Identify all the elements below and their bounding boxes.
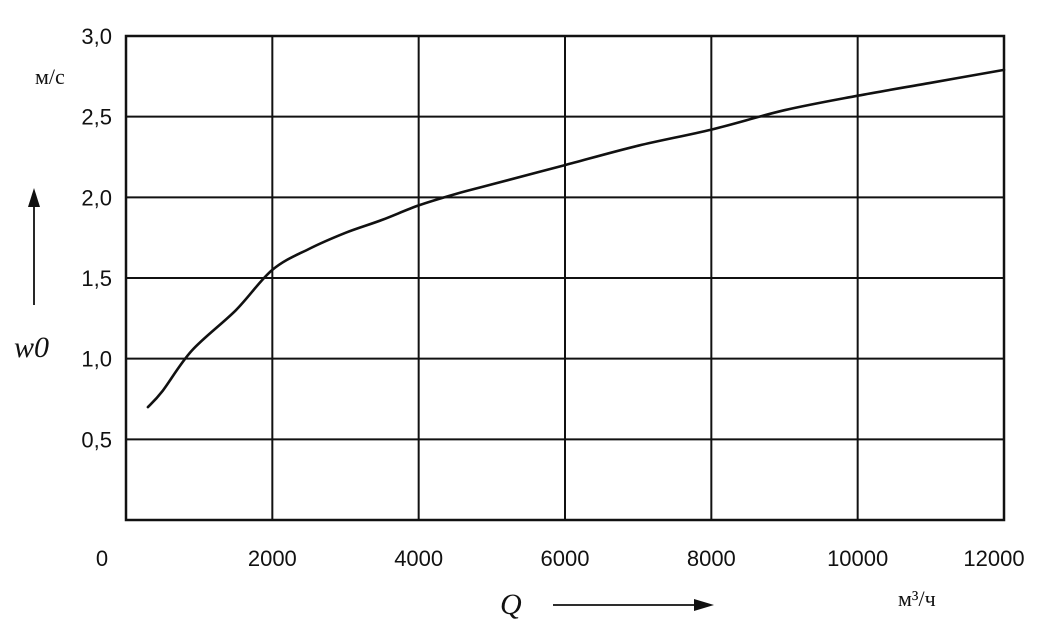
y-axis-arrow [28, 188, 40, 305]
x-axis-label: Q [500, 588, 522, 621]
series-layer [146, 68, 1006, 409]
x-tick-label: 12000 [963, 546, 1024, 571]
y-tick-labels: 0,5 1,0 1,5 2,0 2,5 3,0 [81, 24, 112, 452]
x-tick-label: 10000 [827, 546, 888, 571]
y-unit-label: м/с [35, 64, 65, 89]
x-tick-label: 2000 [248, 546, 297, 571]
x-axis-arrow [553, 599, 714, 611]
plot-frame [124, 34, 1006, 522]
y-tick-label: 2,5 [81, 105, 112, 130]
x-tick-label: 6000 [541, 546, 590, 571]
x-unit-label: м³/ч [898, 586, 936, 611]
y-tick-label: 1,0 [81, 347, 112, 372]
grid-lines [126, 36, 1004, 520]
x-tick-label: 8000 [687, 546, 736, 571]
y-axis-label: w0 [14, 331, 49, 364]
x-tick-labels: 0 2000 4000 6000 8000 10000 12000 [96, 546, 1025, 571]
y-tick-label: 3,0 [81, 24, 112, 49]
x-tick-label: 0 [96, 546, 108, 571]
series-line [146, 68, 1006, 409]
y-tick-label: 1,5 [81, 266, 112, 291]
x-tick-label: 4000 [394, 546, 443, 571]
y-tick-label: 2,0 [81, 185, 112, 210]
y-tick-label: 0,5 [81, 427, 112, 452]
